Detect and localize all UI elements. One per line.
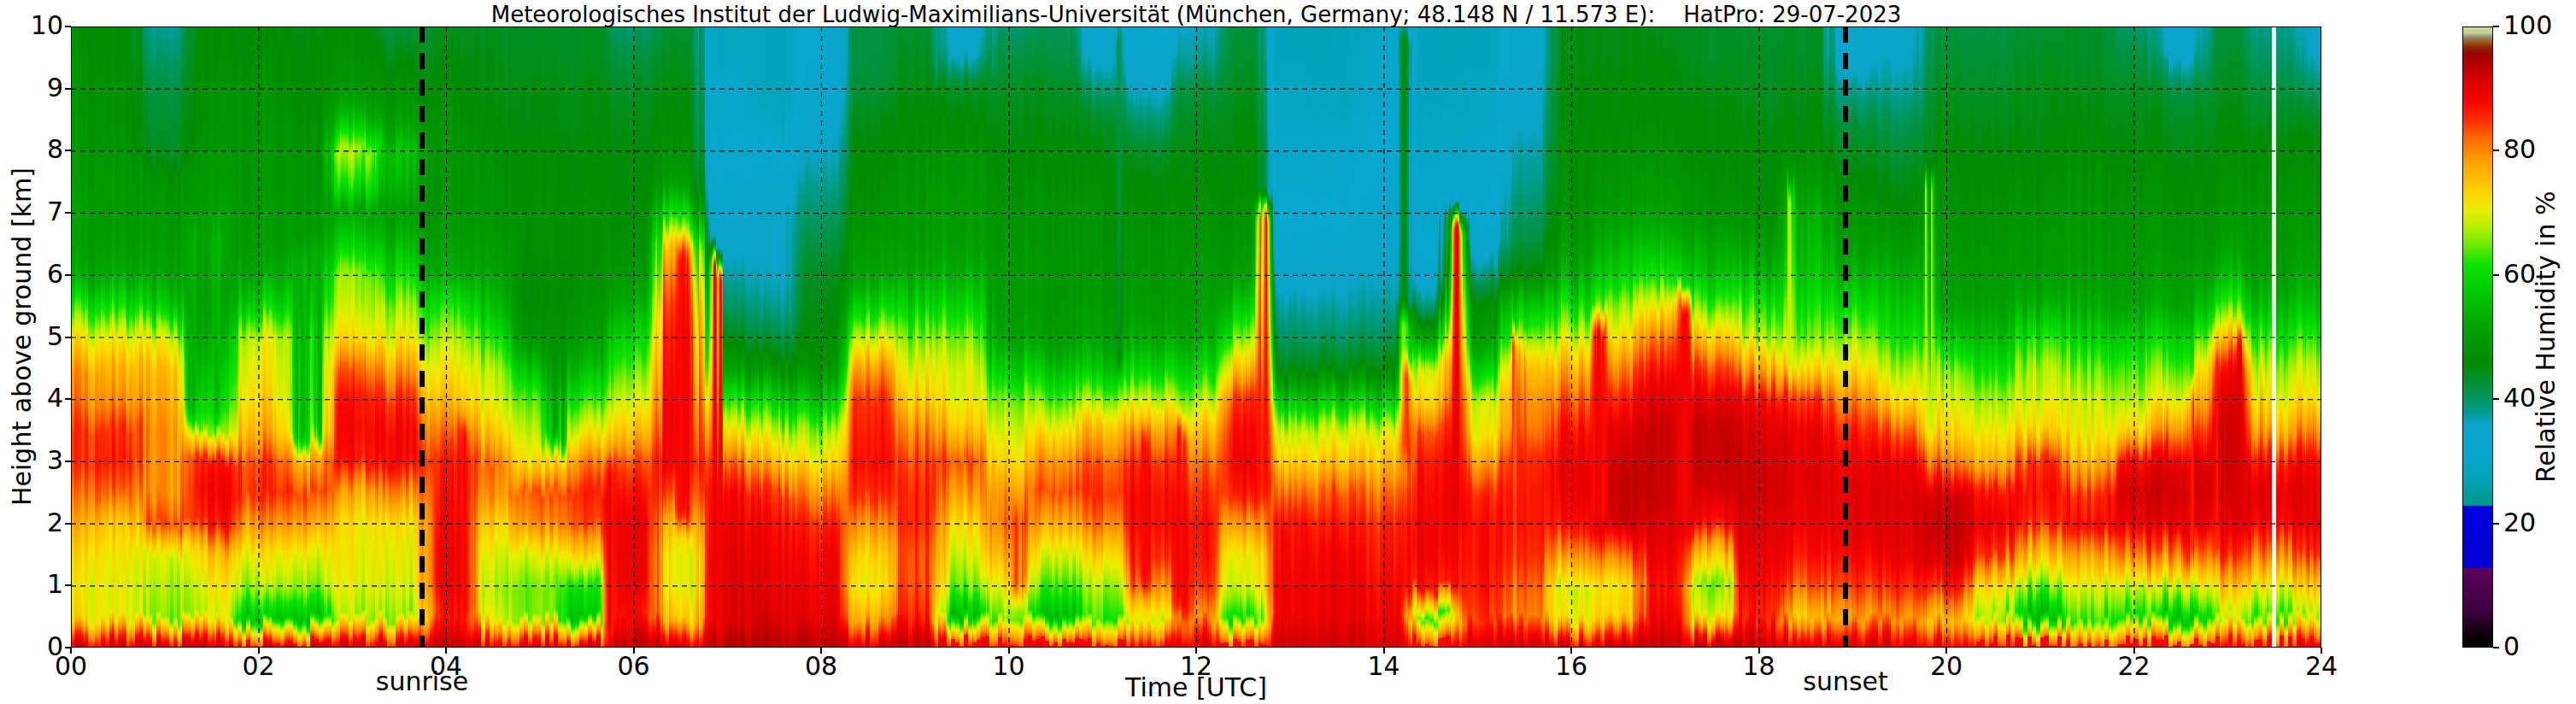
x-tick-label: 16: [1555, 651, 1587, 681]
colorbar-tick-mark: [2493, 647, 2499, 648]
x-tick-label: 22: [2117, 651, 2150, 681]
y-tick-label: 7: [24, 197, 63, 226]
x-tick-mark: [70, 648, 72, 654]
y-tick-label: 10: [24, 10, 63, 40]
y-tick-mark: [65, 150, 71, 151]
colorbar-tick-mark: [2493, 398, 2499, 400]
colorbar-tick-mark: [2493, 26, 2499, 27]
y-tick-mark: [65, 337, 71, 338]
colorbar: [2462, 26, 2493, 651]
colorbar-tick-label: 100: [2503, 10, 2552, 40]
x-tick-mark: [2321, 648, 2322, 654]
y-tick-label: 9: [24, 73, 63, 103]
colorbar-tick-label: 40: [2503, 383, 2536, 413]
x-tick-label: 06: [617, 651, 649, 681]
x-tick-mark: [1570, 648, 1572, 654]
x-tick-label: 08: [805, 651, 837, 681]
x-tick-label: 20: [1930, 651, 1963, 681]
x-tick-mark: [633, 648, 635, 654]
colorbar-tick-mark: [2493, 274, 2499, 276]
x-tick-mark: [820, 648, 822, 654]
y-tick-mark: [65, 212, 71, 214]
x-tick-mark: [1945, 648, 1947, 654]
colorbar-tick-mark: [2493, 523, 2499, 525]
colorbar-canvas: [2462, 26, 2493, 648]
x-tick-mark: [258, 648, 260, 654]
x-tick-label: 24: [2305, 651, 2338, 681]
y-tick-label: 6: [24, 259, 63, 289]
y-tick-mark: [65, 584, 71, 586]
y-tick-mark: [65, 88, 71, 90]
x-tick-mark: [1008, 648, 1010, 654]
sunset-label: sunset: [1803, 666, 1888, 696]
y-tick-mark: [65, 274, 71, 276]
x-tick-label: 14: [1367, 651, 1399, 681]
y-tick-label: 0: [24, 631, 63, 661]
y-tick-label: 3: [24, 445, 63, 475]
figure: Meteorologisches Institut der Ludwig-Max…: [0, 0, 2576, 704]
y-tick-mark: [65, 26, 71, 27]
x-tick-mark: [2133, 648, 2135, 654]
x-tick-label: 10: [992, 651, 1024, 681]
x-tick-label: 02: [242, 651, 274, 681]
y-tick-mark: [65, 523, 71, 525]
colorbar-tick-label: 60: [2503, 259, 2536, 289]
colorbar-tick-mark: [2493, 150, 2499, 151]
colorbar-label: Relative Humidity in %: [2531, 26, 2561, 648]
humidity-heatmap-canvas: [71, 26, 2321, 648]
x-tick-mark: [1195, 648, 1197, 654]
chart-title: Meteorologisches Institut der Ludwig-Max…: [71, 2, 2321, 27]
x-tick-mark: [1758, 648, 1760, 654]
x-tick-label: 18: [1742, 651, 1775, 681]
x-tick-label: 04: [430, 651, 462, 681]
x-tick-mark: [445, 648, 447, 654]
y-tick-label: 8: [24, 134, 63, 164]
y-tick-label: 5: [24, 321, 63, 351]
y-tick-label: 1: [24, 569, 63, 599]
colorbar-tick-label: 0: [2503, 631, 2520, 661]
y-tick-mark: [65, 461, 71, 462]
x-tick-label: 12: [1180, 651, 1212, 681]
colorbar-tick-label: 80: [2503, 134, 2536, 164]
x-tick-mark: [1383, 648, 1385, 654]
y-tick-label: 2: [24, 507, 63, 537]
heatmap-plot-area: [71, 26, 2321, 651]
y-tick-mark: [65, 398, 71, 400]
colorbar-tick-label: 20: [2503, 507, 2536, 537]
y-tick-mark: [65, 647, 71, 648]
y-tick-label: 4: [24, 383, 63, 413]
